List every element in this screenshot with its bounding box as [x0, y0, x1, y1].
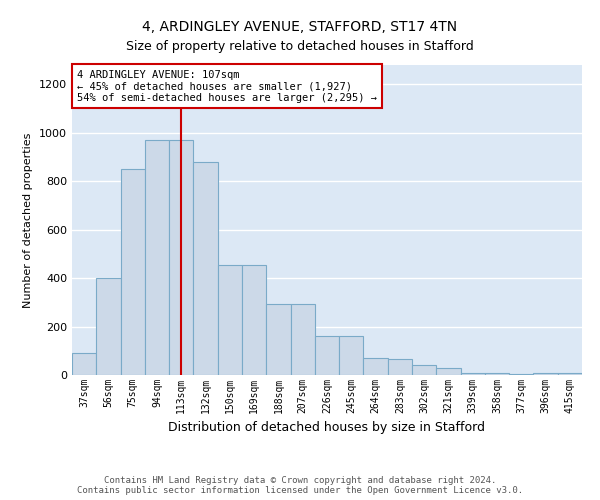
Bar	[339, 336, 364, 375]
Bar	[72, 353, 96, 375]
Y-axis label: Number of detached properties: Number of detached properties	[23, 132, 34, 308]
Bar	[145, 140, 169, 375]
Bar	[388, 360, 412, 375]
Bar	[290, 304, 315, 375]
Bar	[533, 372, 558, 375]
X-axis label: Distribution of detached houses by size in Stafford: Distribution of detached houses by size …	[169, 422, 485, 434]
Bar	[485, 372, 509, 375]
Bar	[266, 304, 290, 375]
Bar	[558, 372, 582, 375]
Text: Contains HM Land Registry data © Crown copyright and database right 2024.
Contai: Contains HM Land Registry data © Crown c…	[77, 476, 523, 495]
Bar	[412, 366, 436, 375]
Bar	[436, 368, 461, 375]
Text: 4, ARDINGLEY AVENUE, STAFFORD, ST17 4TN: 4, ARDINGLEY AVENUE, STAFFORD, ST17 4TN	[142, 20, 458, 34]
Text: Size of property relative to detached houses in Stafford: Size of property relative to detached ho…	[126, 40, 474, 53]
Bar	[242, 265, 266, 375]
Bar	[364, 358, 388, 375]
Bar	[461, 372, 485, 375]
Bar	[218, 265, 242, 375]
Text: 4 ARDINGLEY AVENUE: 107sqm
← 45% of detached houses are smaller (1,927)
54% of s: 4 ARDINGLEY AVENUE: 107sqm ← 45% of deta…	[77, 70, 377, 103]
Bar	[315, 336, 339, 375]
Bar	[509, 374, 533, 375]
Bar	[193, 162, 218, 375]
Bar	[169, 140, 193, 375]
Bar	[96, 278, 121, 375]
Bar	[121, 169, 145, 375]
